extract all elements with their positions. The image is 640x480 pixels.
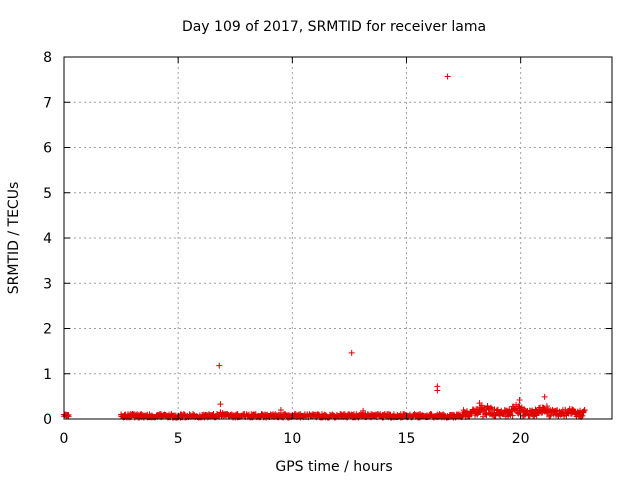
data-point <box>516 396 523 403</box>
chart-title: Day 109 of 2017, SRMTID for receiver lam… <box>182 19 486 35</box>
x-tick-label: 10 <box>283 431 301 447</box>
y-tick-label: 2 <box>43 322 52 338</box>
x-axis-label: GPS time / hours <box>275 459 392 475</box>
data-point <box>277 406 284 413</box>
y-tick-labels: 0 1 2 3 4 5 6 7 8 <box>43 50 52 428</box>
x-tick-label: 5 <box>174 431 183 447</box>
data-point <box>581 407 588 414</box>
data-point <box>543 403 550 410</box>
y-tick-label: 1 <box>43 367 52 383</box>
x-tick-label: 15 <box>398 431 416 447</box>
data-point <box>487 404 494 411</box>
data-point <box>522 411 529 418</box>
data-point <box>216 362 223 369</box>
y-axis-label: SRMTID / TECUs <box>6 182 22 295</box>
y-tick-label: 0 <box>43 412 52 428</box>
x-tick-label: 20 <box>512 431 530 447</box>
data-point <box>479 406 486 413</box>
x-tick-labels: 0 5 10 15 20 <box>60 431 530 447</box>
axis-ticks <box>63 56 612 420</box>
data-point <box>547 412 554 419</box>
x-tick-label: 0 <box>60 431 69 447</box>
data-points <box>61 73 588 421</box>
data-point <box>541 393 548 400</box>
y-tick-label: 4 <box>43 231 52 247</box>
data-point <box>217 401 224 408</box>
data-point <box>434 387 441 394</box>
data-point <box>65 413 72 420</box>
data-point <box>360 407 367 414</box>
y-tick-label: 5 <box>43 186 52 202</box>
y-tick-label: 7 <box>43 95 52 111</box>
data-point <box>509 412 516 419</box>
y-tick-label: 6 <box>43 141 52 157</box>
data-point <box>348 349 355 356</box>
data-point <box>476 400 483 407</box>
data-point <box>444 73 451 80</box>
y-tick-label: 8 <box>43 50 52 66</box>
y-tick-label: 3 <box>43 276 52 292</box>
grid-lines <box>64 57 612 419</box>
